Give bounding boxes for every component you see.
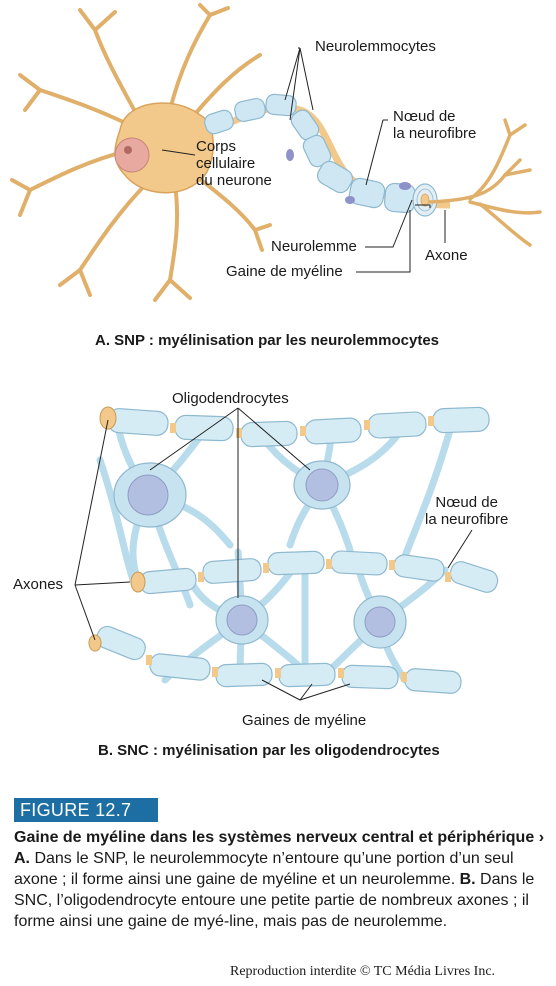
panel-b-leaders: [74, 407, 473, 701]
myelin-segments-a: [204, 93, 417, 214]
figure-number: FIGURE 12.7: [14, 798, 158, 822]
label-gaine-myeline: Gaine de myéline: [226, 263, 343, 280]
label-axones: Axones: [13, 576, 64, 593]
label-neurolemme: Neurolemme: [271, 238, 357, 255]
caption-panel-a: A. SNP : myélinisation par les neurolemm…: [95, 332, 440, 349]
label-corps-cellulaire: Corps cellulaire du neurone: [196, 138, 272, 189]
label-oligodendrocytes: Oligodendrocytes: [172, 390, 289, 407]
myelin-segments-b: [96, 406, 499, 694]
label-noeud-neurofibre-a: Nœud de la neurofibre: [393, 108, 477, 142]
figure-title: Gaine de myéline dans les systèmes nerve…: [14, 829, 535, 846]
figure-legend: Gaine de myéline dans les systèmes nerve…: [14, 827, 544, 932]
label-axone: Axone: [425, 247, 468, 264]
neuron-nucleus: [114, 137, 150, 173]
panel-b-illustration: [74, 406, 499, 701]
label-noeud-neurofibre-b: Nœud de la neurofibre: [425, 494, 509, 528]
panel-a-leaders: [161, 47, 446, 273]
neuron-dendrites: [10, 3, 272, 302]
panel-a-illustration: [10, 3, 542, 302]
legend-b-text: Dans le SNC, l’oligodendrocyte entoure u…: [14, 871, 535, 930]
copyright: Reproduction interdite © TC Média Livres…: [230, 964, 496, 979]
label-gaines-myeline: Gaines de myéline: [242, 712, 367, 729]
label-neurolemmocytes: Neurolemmocytes: [315, 38, 436, 55]
legend-a-text: Dans le SNP, le neurolemmocyte n’entoure…: [14, 850, 514, 888]
arrow-glyph: ›: [538, 829, 545, 846]
legend-a-label: A.: [14, 850, 30, 867]
axon-terminals: [428, 118, 542, 247]
oligodendrocyte-cells: [113, 460, 407, 649]
legend-b-label: B.: [459, 871, 476, 888]
caption-panel-b: B. SNC : myélinisation par les oligodend…: [98, 742, 440, 759]
